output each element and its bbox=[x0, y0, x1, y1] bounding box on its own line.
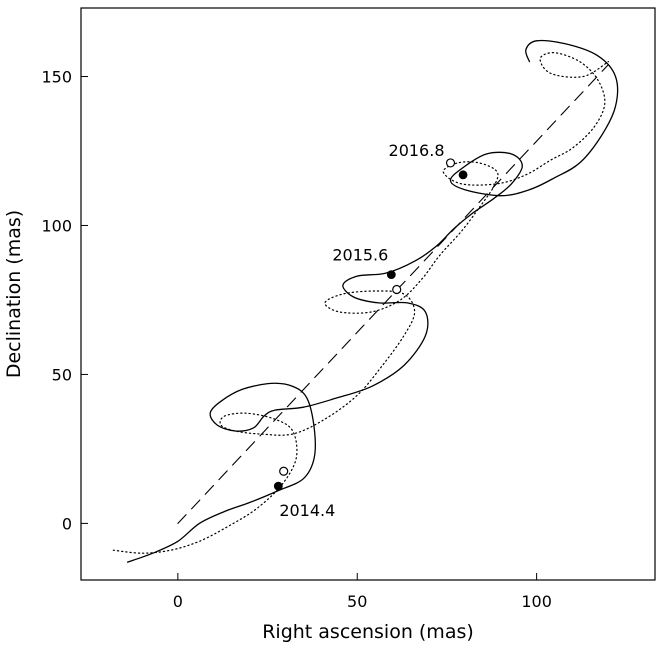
epoch-label: 2014.4 bbox=[279, 501, 335, 520]
x-axis-title: Right ascension (mas) bbox=[262, 621, 474, 643]
x-tick-label: 50 bbox=[347, 592, 367, 611]
marker-group bbox=[273, 158, 468, 491]
solid-orbit-line bbox=[126, 39, 619, 563]
filled-epoch-marker bbox=[458, 170, 468, 180]
epoch-label: 2016.8 bbox=[389, 141, 445, 160]
filled-epoch-marker bbox=[386, 270, 396, 280]
dashed-proper-motion-line bbox=[177, 64, 609, 524]
dotted-orbit-line bbox=[112, 52, 609, 554]
x-tick-label: 0 bbox=[173, 592, 183, 611]
axis-ticks: 0 50 100 0 50 100 150 bbox=[41, 68, 551, 611]
y-axis-title: Declination (mas) bbox=[3, 210, 25, 378]
open-epoch-marker bbox=[279, 466, 289, 476]
open-epoch-marker bbox=[392, 284, 402, 295]
filled-epoch-marker bbox=[273, 481, 283, 491]
open-epoch-marker bbox=[445, 158, 456, 168]
plot-frame bbox=[80, 7, 656, 581]
y-tick-label: 50 bbox=[52, 365, 72, 384]
annotation-group: 2014.4 2015.6 2016.8 bbox=[279, 141, 444, 520]
y-tick-label: 150 bbox=[41, 68, 72, 87]
epoch-label: 2015.6 bbox=[332, 246, 388, 265]
y-tick-label: 100 bbox=[41, 216, 72, 235]
y-tick-label: 0 bbox=[62, 514, 72, 533]
series-group bbox=[112, 39, 619, 563]
x-tick-label: 100 bbox=[521, 592, 552, 611]
